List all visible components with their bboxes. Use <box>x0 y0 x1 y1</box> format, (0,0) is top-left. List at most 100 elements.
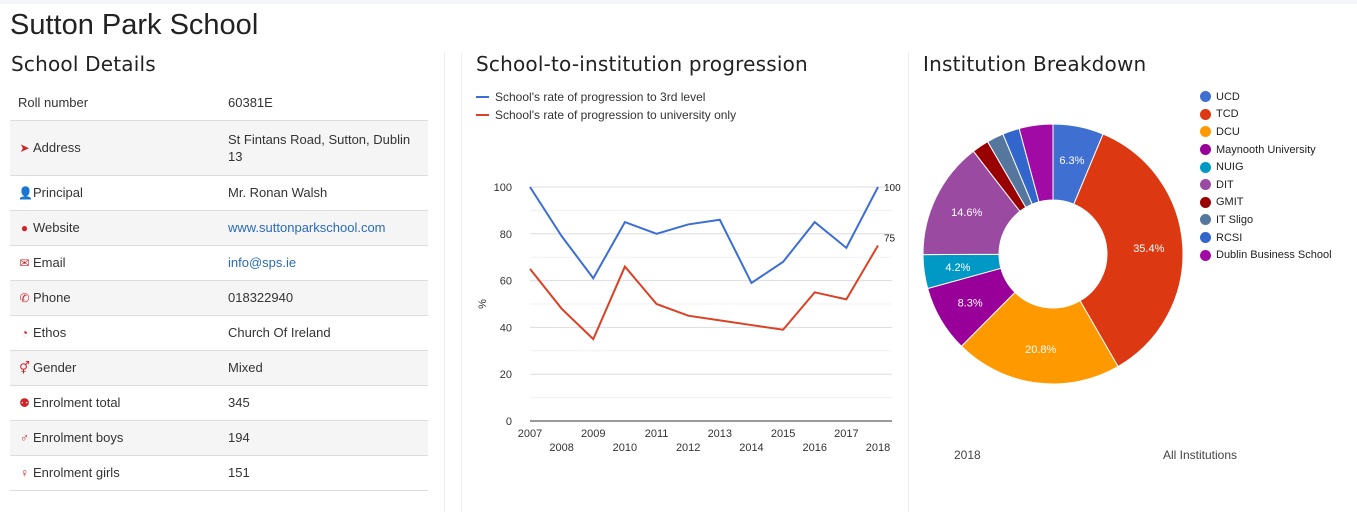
legend-item[interactable]: GMIT <box>1200 194 1332 212</box>
x-tick-label: 2018 <box>866 442 890 454</box>
legend-dot <box>1200 161 1211 173</box>
legend-item[interactable]: IT Sligo <box>1200 211 1332 229</box>
slice-label: 35.4% <box>1133 243 1164 255</box>
legend-dot <box>1200 126 1211 138</box>
legend-label: Maynooth University <box>1216 143 1316 156</box>
donut-slice[interactable] <box>1018 123 1054 203</box>
school-details-heading: School Details <box>11 52 156 76</box>
legend-dot <box>1200 196 1211 208</box>
x-tick-label: 2013 <box>708 428 732 440</box>
legend-item[interactable]: DIT <box>1200 176 1332 194</box>
y-tick-label: 100 <box>494 182 512 194</box>
details-label: Enrolment girls <box>33 465 120 480</box>
y-tick-label: 20 <box>500 369 512 381</box>
details-label: Enrolment total <box>33 395 121 410</box>
details-label-cell: ⚉ Enrolment total <box>10 384 220 420</box>
legend-dot <box>1200 249 1211 261</box>
details-label-cell: ✉ Email <box>10 244 220 280</box>
legend-item[interactable]: DCU <box>1200 123 1332 141</box>
legend-dot <box>1200 214 1211 226</box>
legend-item: School's rate of progression to universi… <box>476 106 736 124</box>
details-value-cell: 60381E <box>220 85 428 120</box>
column-divider <box>444 52 445 512</box>
top-bar <box>0 0 1357 4</box>
details-label-cell: Roll number <box>10 85 220 120</box>
breakdown-heading: Institution Breakdown <box>923 52 1147 76</box>
details-row: 👤Principal Mr. Ronan Walsh <box>10 174 428 210</box>
x-tick-label: 2016 <box>802 442 826 454</box>
slice-label: 14.6% <box>951 207 982 219</box>
progression-heading: School-to-institution progression <box>476 52 808 76</box>
details-value-cell: info@sps.ie <box>220 244 428 280</box>
x-tick-label: 2012 <box>676 442 700 454</box>
page-title: Sutton Park School <box>10 9 259 41</box>
details-label-cell: ⚥ Gender <box>10 349 220 385</box>
legend-label: NUIG <box>1216 161 1244 174</box>
slice-label: 6.3% <box>1059 155 1084 167</box>
ethos-icon: ◔ <box>20 326 29 340</box>
details-label: Phone <box>33 290 71 305</box>
legend-dot <box>1200 179 1211 191</box>
legend-label: Dublin Business School <box>1216 249 1332 262</box>
legend-item[interactable]: TCD <box>1200 106 1332 124</box>
school-details-table: Roll number 60381E ➤ Address St Fintans Road… <box>10 85 428 491</box>
website-link[interactable]: www.suttonparkschool.com <box>228 220 386 235</box>
details-value-cell: 345 <box>220 384 428 420</box>
user-icon: 👤 <box>18 186 33 200</box>
end-data-label: 75 <box>884 234 896 245</box>
gender-icon: ⚥ <box>19 361 30 375</box>
y-axis-label: % <box>477 299 489 309</box>
details-label: Enrolment boys <box>33 430 124 445</box>
details-row: ⚥ Gender Mixed <box>10 349 428 385</box>
details-label: Ethos <box>33 325 67 340</box>
institution-donut-chart: 6.3% 35.4% 20.8% 8.3% 4.2% 14.6% <box>922 123 1184 385</box>
details-row: ⚉ Enrolment total 345 <box>10 384 428 420</box>
globe-icon: ● <box>20 221 29 235</box>
details-value: 151 <box>228 465 250 480</box>
details-value: Mr. Ronan Walsh <box>228 185 328 200</box>
details-row: ♂ Enrolment boys 194 <box>10 419 428 455</box>
email-link[interactable]: info@sps.ie <box>228 255 297 270</box>
details-label-cell: ➤ Address <box>10 119 220 175</box>
male-icon: ♂ <box>20 431 29 445</box>
legend-swatch <box>476 114 489 116</box>
legend-item[interactable]: UCD <box>1200 88 1332 106</box>
details-value-cell: www.suttonparkschool.com <box>220 209 428 245</box>
legend-item[interactable]: RCSI <box>1200 229 1332 247</box>
legend-item[interactable]: NUIG <box>1200 158 1332 176</box>
details-value: St Fintans Road, Sutton, Dublin 13 <box>228 131 411 164</box>
progression-line-chart: 0 20 40 60 80 100% 2007 2008 2009 2010 2011 2012 201… <box>477 182 901 454</box>
details-row: ➤ Address St Fintans Road, Sutton, Dublin … <box>10 119 428 175</box>
details-value-cell: 194 <box>220 419 428 455</box>
legend-item[interactable]: Maynooth University <box>1200 141 1332 159</box>
legend-label: UCD <box>1216 90 1240 103</box>
donut-slice[interactable] <box>960 291 1119 385</box>
legend-label: GMIT <box>1216 196 1244 209</box>
details-label-cell: ● Website <box>10 209 220 245</box>
details-label-cell: ♂ Enrolment boys <box>10 419 220 455</box>
x-tick-label: 2017 <box>834 428 858 440</box>
column-divider <box>461 52 462 512</box>
breakdown-filter-label[interactable]: All Institutions <box>1163 448 1238 462</box>
y-tick-label: 40 <box>500 322 512 334</box>
donut-slice[interactable] <box>1073 133 1184 368</box>
phone-icon: ✆ <box>19 291 30 305</box>
details-label: Gender <box>33 360 77 375</box>
legend-dot <box>1200 144 1211 156</box>
details-label-cell: ◔ Ethos <box>10 314 220 350</box>
details-row: ♀ Enrolment girls 151 <box>10 454 428 491</box>
details-value-cell: St Fintans Road, Sutton, Dublin 13 <box>220 119 428 175</box>
details-value-cell: 018322940 <box>220 279 428 315</box>
users-icon: ⚉ <box>19 396 30 410</box>
legend-dot <box>1200 91 1211 103</box>
legend-item: School's rate of progression to 3rd leve… <box>476 88 736 106</box>
legend-item[interactable]: Dublin Business School <box>1200 246 1332 264</box>
details-label-cell: ✆ Phone <box>10 279 220 315</box>
slice-label: 8.3% <box>958 297 983 309</box>
breakdown-year-label[interactable]: 2018 <box>954 448 981 462</box>
legend-label: DIT <box>1216 178 1234 191</box>
x-tick-label: 2015 <box>771 428 795 440</box>
end-data-label: 100 <box>884 183 901 194</box>
legend-label: School's rate of progression to 3rd leve… <box>495 90 706 104</box>
details-row: ◔ Ethos Church Of Ireland <box>10 314 428 350</box>
